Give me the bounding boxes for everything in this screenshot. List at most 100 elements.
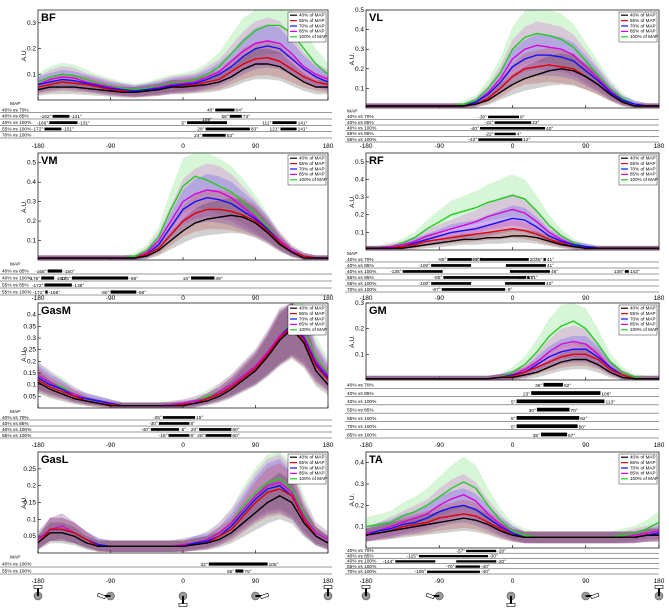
bar-end-label: 12° [523,137,530,143]
significance-bar [536,407,570,412]
y-axis-label: A.U. [21,200,28,213]
legend-label: 100% of MAP [630,34,658,39]
y-axis-label: A.U. [349,52,356,65]
bar-start-label: -70° [446,564,455,570]
bar-start-label: 138° [614,269,624,275]
significance-bar [447,258,472,261]
y-tick-label: 0.2 [355,326,364,333]
panel-title: BF [41,12,56,24]
x-tick-label: 0 [181,442,185,449]
sd-band [38,303,328,408]
bar-end-label: 23° [532,120,539,126]
map-label: MAP [347,109,357,115]
x-tick-label: -90 [106,143,116,150]
panel-gasl: 0.050.10.150.20.25A.U.GasL 40% of MAP55% … [0,451,334,585]
bar-start-label: 32° [201,562,208,568]
panel-title: GasL [41,454,69,466]
comparison-label: 40% vs 100% [347,269,377,275]
series-line [37,63,328,93]
y-tick-label: 0.05 [23,533,36,540]
legend-label: 55% of MAP [630,161,656,166]
sd-band [38,303,328,408]
pedal-crank-icon [251,591,270,601]
y-tick-label: 0.3 [355,194,364,201]
bar-start-label: -40° [470,257,479,263]
pedal [361,585,371,589]
bar-start-label: 30° [529,408,536,414]
legend-label: 40% of MAP [630,13,656,18]
significance-bar [191,276,215,280]
bar-end-label: -131° [78,120,90,126]
sd-band [366,325,659,380]
series-line [38,214,328,259]
comparison-label: 40% vs 100% [347,559,377,565]
comparison-label: 40% vs 85% [347,553,374,559]
bar-start-label: 38° [535,257,542,263]
significance-bar [395,560,436,563]
y-tick-label: 0.5 [355,7,364,14]
bar-start-label: 5° [511,416,516,422]
y-tick-label: 0.3 [355,46,364,53]
significance-bar [427,570,480,573]
y-tick-label: 0.4 [355,460,364,467]
significance-bar [531,391,601,395]
bar-end-label: 40° [546,126,553,132]
comparison-label: 55% vs 100% [2,126,32,132]
bar-end-label: -141° [70,114,82,120]
bar-end-label: -50° [473,257,482,263]
bar-start-label: -30° [149,421,158,427]
x-tick-label: -90 [106,295,116,302]
sd-band [366,335,659,380]
bar-end-label: -20° [497,548,506,554]
bar-end-label: -68° [129,276,138,282]
legend-label: 85% of MAP [630,172,656,177]
x-tick-label: 180 [654,295,665,302]
significance-bar [47,269,63,273]
y-tick-label: 0.1 [27,238,36,245]
bar-start-label: 20° [191,427,198,433]
bar-mid-label: 109° [202,117,212,123]
pedal-crank-icon [323,585,333,601]
legend-label: 55% of MAP [299,460,325,465]
bar-end-label: 46° [551,269,558,275]
y-tick-label: 0.1 [355,351,364,358]
bar-end-label: 70° [570,408,577,414]
sd-band [38,303,328,408]
legend-label: 70% of MAP [630,23,656,28]
x-tick-label: -180 [31,442,44,449]
comparison-label: 55% vs 100% [347,416,377,422]
legend-label: 100% of MAP [299,177,327,182]
bar-start-label: -42° [468,137,477,143]
significance-bar [215,108,235,112]
bar-start-label: -162° [40,114,52,120]
x-tick-label: -180 [31,295,44,302]
bar-end-label: -40° [481,569,490,575]
y-tick-label: 0.3 [27,335,36,342]
x-tick-label: 180 [654,143,665,150]
x-tick-label: 0 [511,295,515,302]
bar-end-label: 113° [605,400,615,406]
y-axis-label: A.U. [349,335,356,348]
bar-end-label: 105° [269,562,279,568]
pedal-crank-icon [96,591,115,601]
bar-end-label: 64° [236,108,243,114]
legend-box [287,11,327,43]
x-tick-label: -90 [435,143,445,150]
legend-label: 100% of MAP [299,34,327,39]
y-tick-label: 0.5 [27,160,36,167]
comparison-label: 40% vs 85% [347,263,374,269]
bar-end-label: 75° [244,569,251,575]
x-tick-label: -180 [359,578,372,585]
bar-start-label: 5° [511,424,516,430]
x-tick-label: 0 [511,442,515,449]
legend-label: 85% of MAP [630,29,656,34]
comparison-label: 40% vs 85% [347,120,374,126]
legend-label: 70% of MAP [299,465,325,470]
significance-bar [208,562,268,566]
y-tick-label: 0.1 [355,85,364,92]
